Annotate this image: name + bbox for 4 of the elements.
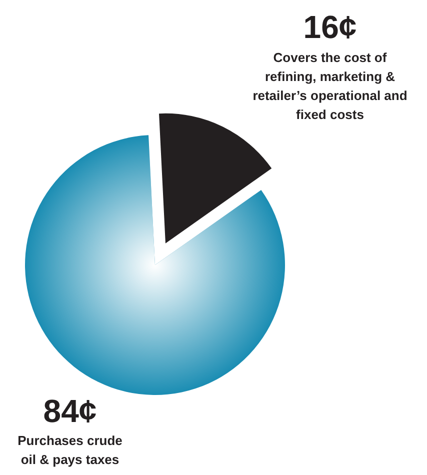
data-label: 84¢ xyxy=(43,393,97,429)
slice-label: Purchases crude oil & pays taxes xyxy=(18,433,122,467)
data-label: 16¢ xyxy=(303,9,357,45)
slice-label: Covers the cost of refining, marketing & retailer’s operational and fixed costs xyxy=(252,50,408,122)
